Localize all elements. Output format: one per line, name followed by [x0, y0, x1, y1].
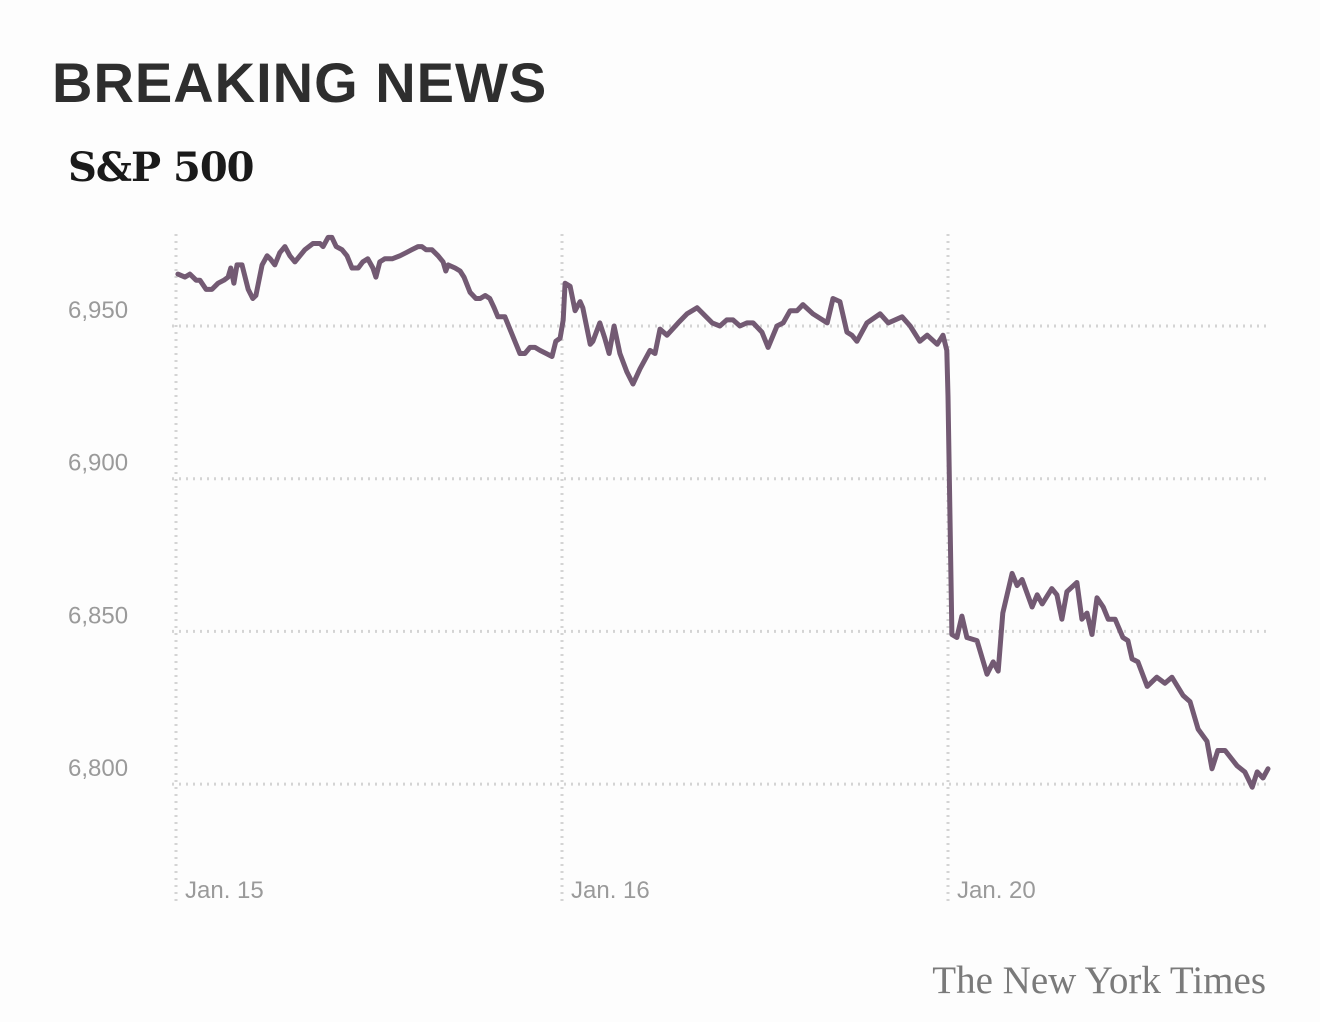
y-tick-label: 6,950 [68, 297, 128, 324]
x-tick-label: Jan. 15 [185, 877, 264, 904]
y-tick-label: 6,800 [68, 755, 128, 782]
x-tick-label: Jan. 16 [571, 877, 650, 904]
y-tick-label: 6,900 [68, 450, 128, 477]
chart-title: S&P 500 [68, 144, 254, 191]
headline: BREAKING NEWS [52, 51, 548, 114]
source-credit: The New York Times [932, 959, 1266, 1002]
x-tick-label: Jan. 20 [957, 877, 1036, 904]
sp500-series-line [175, 234, 1271, 790]
y-tick-label: 6,850 [68, 602, 128, 629]
